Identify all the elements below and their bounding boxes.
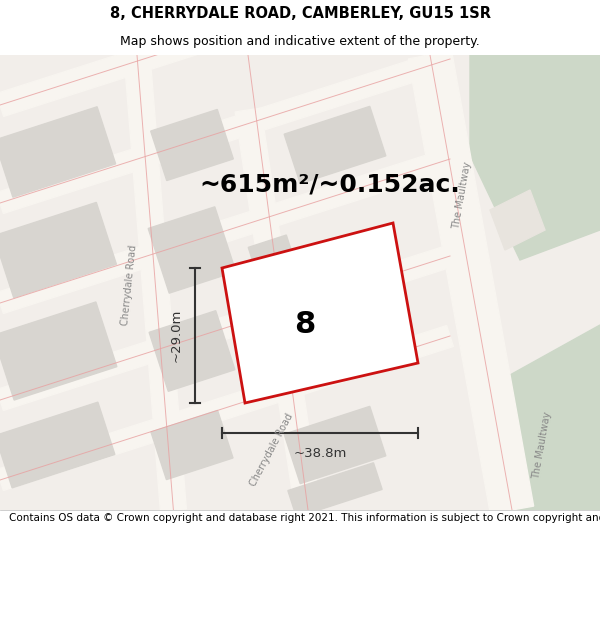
Polygon shape (284, 106, 386, 184)
Polygon shape (470, 55, 600, 260)
Polygon shape (124, 54, 187, 511)
Polygon shape (288, 462, 382, 518)
Polygon shape (266, 292, 354, 367)
Text: Map shows position and indicative extent of the property.: Map shows position and indicative extent… (120, 35, 480, 48)
Polygon shape (0, 202, 116, 298)
Polygon shape (409, 51, 533, 514)
Polygon shape (235, 108, 321, 512)
Polygon shape (0, 0, 454, 116)
Text: ~615m²/~0.152ac.: ~615m²/~0.152ac. (200, 173, 460, 197)
Polygon shape (151, 411, 233, 479)
Text: The Maultway: The Maultway (531, 411, 553, 479)
Text: 8: 8 (294, 310, 315, 339)
Polygon shape (0, 149, 454, 314)
Polygon shape (510, 325, 600, 510)
Polygon shape (248, 235, 302, 295)
Polygon shape (222, 223, 418, 403)
Polygon shape (148, 207, 236, 293)
Polygon shape (0, 402, 115, 488)
Polygon shape (284, 406, 386, 484)
Text: ~38.8m: ~38.8m (293, 447, 347, 460)
Polygon shape (0, 326, 454, 491)
Polygon shape (149, 311, 235, 391)
Text: Cherrydale Road: Cherrydale Road (248, 412, 295, 488)
Polygon shape (0, 246, 454, 411)
Polygon shape (151, 109, 233, 181)
Text: Cherrydale Road: Cherrydale Road (120, 244, 138, 326)
Polygon shape (0, 49, 454, 214)
Text: 8, CHERRYDALE ROAD, CAMBERLEY, GU15 1SR: 8, CHERRYDALE ROAD, CAMBERLEY, GU15 1SR (110, 6, 491, 21)
Polygon shape (0, 107, 116, 198)
Text: The Maultway: The Maultway (451, 161, 473, 229)
Polygon shape (0, 302, 117, 400)
Polygon shape (490, 190, 545, 250)
Text: ~29.0m: ~29.0m (170, 309, 183, 362)
Text: Contains OS data © Crown copyright and database right 2021. This information is : Contains OS data © Crown copyright and d… (9, 514, 600, 524)
